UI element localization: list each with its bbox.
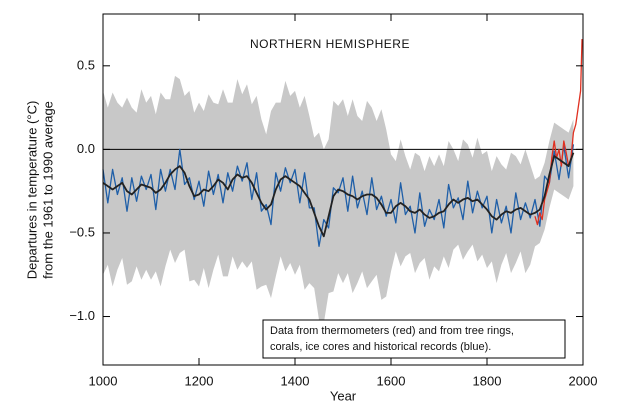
y-tick-label: −1.0	[69, 308, 95, 323]
chart-title: NORTHERN HEMISPHERE	[250, 37, 410, 51]
series-line	[102, 152, 575, 238]
series-line	[534, 39, 583, 226]
annotation-text: Data from thermometers (red) and from tr…	[270, 325, 514, 337]
y-tick-label: −0.5	[69, 224, 95, 239]
x-tick-label: 2000	[569, 373, 598, 388]
annotation-box	[262, 319, 566, 359]
x-tick-label: 1000	[89, 373, 118, 388]
plot-frame	[102, 13, 584, 366]
y-axis-label-line: from the 1961 to 1990 average	[40, 101, 55, 279]
y-tick-label: 0.0	[77, 141, 95, 156]
x-tick-label: 1400	[281, 373, 310, 388]
x-tick-label: 1800	[473, 373, 502, 388]
x-axis-label: Year	[330, 388, 357, 403]
y-axis-label: Departures in temperature (°C) from the …	[24, 101, 55, 280]
y-tick-label: 0.5	[77, 57, 95, 72]
y-axis-label-line: Departures in temperature (°C)	[24, 101, 39, 280]
x-tick-label: 1600	[377, 373, 406, 388]
x-tick-label: 1200	[185, 373, 214, 388]
uncertainty-band	[103, 75, 574, 324]
series-line	[102, 144, 575, 247]
annotation-text: corals, ice cores and historical records…	[270, 341, 491, 353]
